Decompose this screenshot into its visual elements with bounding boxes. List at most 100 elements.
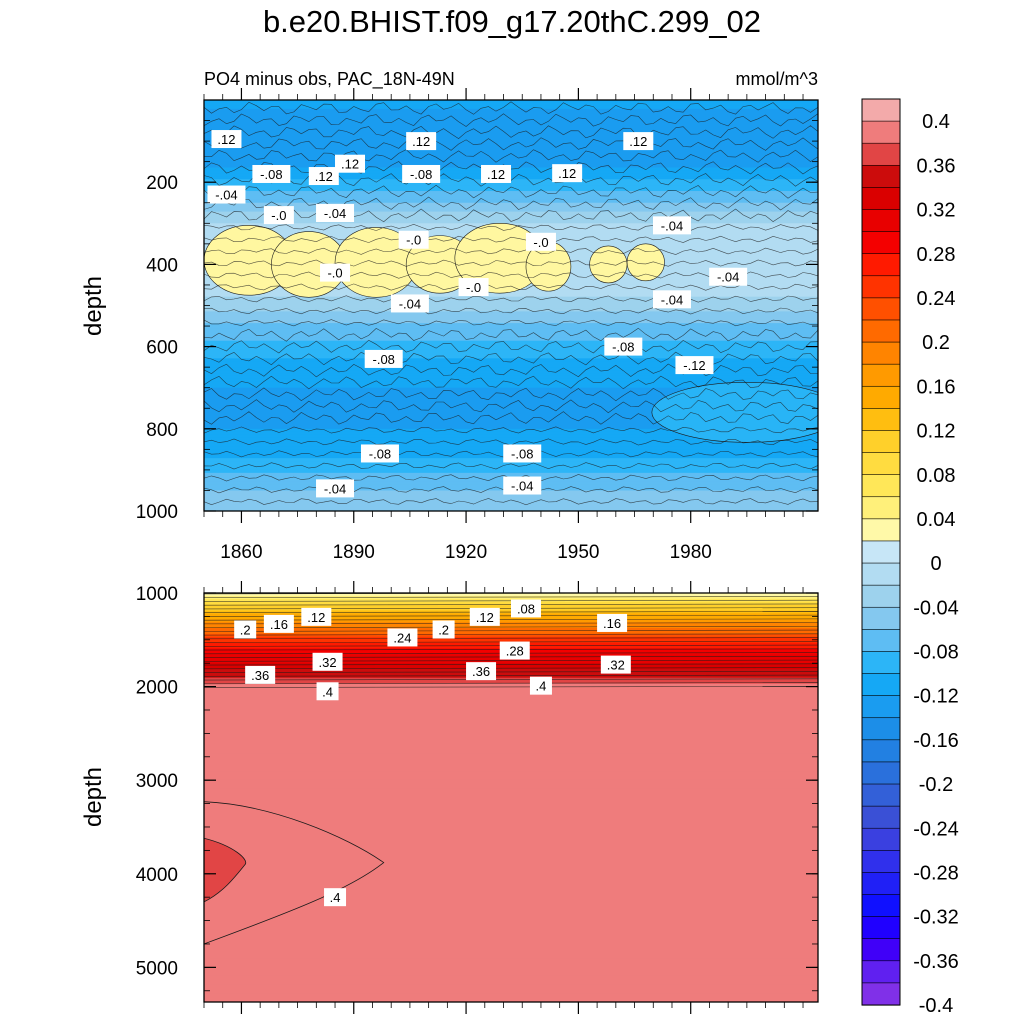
lower-depth-band xyxy=(204,771,818,775)
colorbar-swatch xyxy=(861,872,901,896)
lower-depth-band xyxy=(204,633,818,638)
lower-depth-band xyxy=(204,692,818,696)
upper-axis-ticks: 200 400 600 800 1000 1860 1890 1920 1950 1980 xyxy=(136,88,818,563)
lower-depth-band xyxy=(204,704,818,708)
upper-depth-band xyxy=(204,308,818,312)
contour-label-text: -.04 xyxy=(215,188,237,203)
y-tick-label: 400 xyxy=(146,255,178,276)
contour-label-box xyxy=(503,444,542,463)
upper-depth-band xyxy=(204,358,818,362)
upper-depth-band xyxy=(204,349,818,354)
lower-depth-band xyxy=(204,841,818,845)
upper-depth-band xyxy=(204,440,818,445)
upper-depth-band xyxy=(204,364,818,368)
lower-depth-band xyxy=(204,765,818,769)
contour-label-box xyxy=(510,599,541,618)
lower-depth-band xyxy=(204,823,818,828)
upper-depth-band xyxy=(204,378,818,383)
lower-depth-band xyxy=(204,777,818,781)
y-tick-label: 800 xyxy=(146,420,178,441)
lower-depth-band xyxy=(204,593,818,597)
colorbar-swatch xyxy=(861,739,901,763)
upper-depth-band xyxy=(204,299,818,304)
lower-depth-band xyxy=(204,829,818,834)
contour-label-box xyxy=(301,607,332,626)
lower-depth-band xyxy=(204,668,818,673)
lower-depth-band xyxy=(204,993,818,997)
lower-depth-band xyxy=(204,709,818,714)
contour-label-box xyxy=(709,267,748,286)
colorbar-label: 0.16 xyxy=(917,376,956,398)
lower-depth-band xyxy=(204,671,818,676)
colorbar-swatch xyxy=(861,916,901,940)
lower-depth-band xyxy=(204,876,818,880)
contour-label-box xyxy=(398,230,429,249)
colorbar-swatch xyxy=(861,783,901,807)
upper-left-subtitle: PO4 minus obs, PAC_18N-49N xyxy=(204,69,455,90)
contour-label: .16 xyxy=(597,613,628,632)
lower-depth-band xyxy=(204,820,818,825)
contour-label: -.08 xyxy=(364,349,403,368)
contour-label-box xyxy=(652,290,691,309)
colorbar-label: -0.24 xyxy=(913,818,959,840)
contour-label-text: -.0 xyxy=(466,280,481,295)
upper-contour-line xyxy=(204,498,818,506)
lower-depth-band xyxy=(204,695,818,699)
upper-contour-line xyxy=(204,339,818,354)
colorbar-label: 0.12 xyxy=(917,421,956,443)
upper-contour-line xyxy=(204,375,818,390)
contour-label-box xyxy=(600,655,631,674)
lower-contour-line xyxy=(204,637,818,640)
lower-depth-band xyxy=(204,940,818,945)
upper-contour-line xyxy=(204,411,818,425)
x-tick-label: 1890 xyxy=(333,542,375,563)
contour-label: .12 xyxy=(469,607,500,626)
lower-depth-band xyxy=(204,803,818,807)
upper-right-subtitle: mmol/m^3 xyxy=(736,69,818,89)
upper-depth-band xyxy=(204,464,818,468)
lower-contour-line xyxy=(204,626,818,628)
upper-depth-band xyxy=(204,155,818,160)
colorbar-label: 0.2 xyxy=(922,332,950,354)
contour-label-box xyxy=(503,476,542,495)
contour-label-box xyxy=(469,607,500,626)
lower-depth-band xyxy=(204,920,818,924)
upper-depth-band xyxy=(204,393,818,398)
lower-depth-band xyxy=(204,712,818,717)
lower-contour-line xyxy=(204,685,818,688)
upper-depth-band xyxy=(204,208,818,213)
upper-depth-band xyxy=(204,188,818,192)
upper-depth-band xyxy=(204,108,818,113)
upper-depth-band xyxy=(204,334,818,339)
upper-depth-band xyxy=(204,373,818,377)
contour-label-box xyxy=(597,613,628,632)
upper-contour-line xyxy=(204,101,818,115)
upper-depth-band xyxy=(204,326,818,330)
lower-depth-band xyxy=(204,706,818,711)
upper-depth-band xyxy=(204,466,818,471)
upper-contour-line xyxy=(204,137,818,151)
colorbar-swatch xyxy=(861,408,901,432)
upper-depth-band xyxy=(204,141,818,145)
contour-label: .24 xyxy=(387,628,418,647)
contour-label-text: -.08 xyxy=(612,340,634,355)
upper-depth-band xyxy=(204,493,818,497)
lower-depth-band xyxy=(204,923,818,927)
colorbar-swatch xyxy=(861,629,901,653)
upper-depth-band xyxy=(204,496,818,500)
colorbar-swatch xyxy=(861,297,901,321)
lower-depth-band xyxy=(204,815,818,819)
contour-label: -.04 xyxy=(709,267,748,286)
colorbar-swatch xyxy=(861,319,901,343)
contour-label-text: .12 xyxy=(412,134,430,149)
lower-depth-band xyxy=(204,768,818,772)
y-tick-label: 600 xyxy=(146,338,178,359)
lower-depth-band xyxy=(204,595,818,600)
upper-contour-line xyxy=(204,295,818,303)
upper-depth-band xyxy=(204,196,818,201)
contour-label-box xyxy=(360,444,399,463)
colorbar-label: -0.36 xyxy=(913,951,959,973)
lower-depth-band xyxy=(204,908,818,913)
colorbar-swatch xyxy=(861,982,901,1006)
upper-depth-band xyxy=(204,202,818,207)
